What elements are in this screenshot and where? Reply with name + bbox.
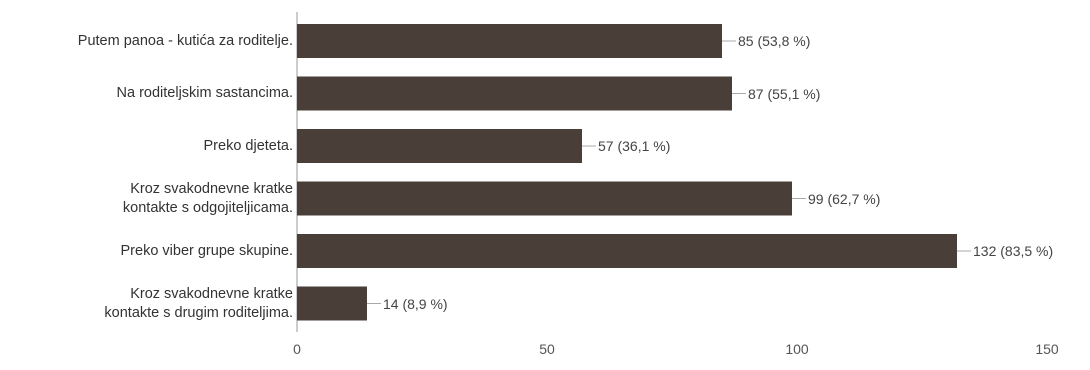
category-label: Kroz svakodnevne kratke kontakte s drugi…	[104, 285, 293, 321]
data-label: 87 (55,1 %)	[748, 85, 821, 102]
category-label: Preko djeteta.	[203, 137, 293, 154]
data-label: 57 (36,1 %)	[598, 138, 671, 154]
data-label: 14 (8,9 %)	[383, 295, 448, 312]
bar	[297, 24, 722, 58]
category-label: Kroz svakodnevne kratke kontakte s odgoj…	[122, 180, 293, 216]
bar	[297, 76, 732, 111]
x-tick-label: 150	[1035, 341, 1059, 357]
data-label: 99 (62,7 %)	[808, 190, 881, 207]
data-label: 85 (53,8 %)	[738, 33, 811, 49]
x-tick-label: 100	[785, 341, 809, 357]
category-label: Preko viber grupe skupine.	[120, 242, 294, 259]
category-label: Na roditeljskim sastancima.	[116, 85, 293, 101]
bar	[297, 129, 582, 163]
data-label: 132 (83,5 %)	[973, 243, 1054, 259]
x-tick-label: 50	[539, 341, 555, 357]
bar	[297, 286, 367, 321]
x-tick-label: 0	[293, 341, 301, 357]
category-label: Putem panoa - kutića za roditelje.	[77, 32, 293, 49]
bar	[297, 181, 792, 216]
bar	[297, 234, 957, 268]
